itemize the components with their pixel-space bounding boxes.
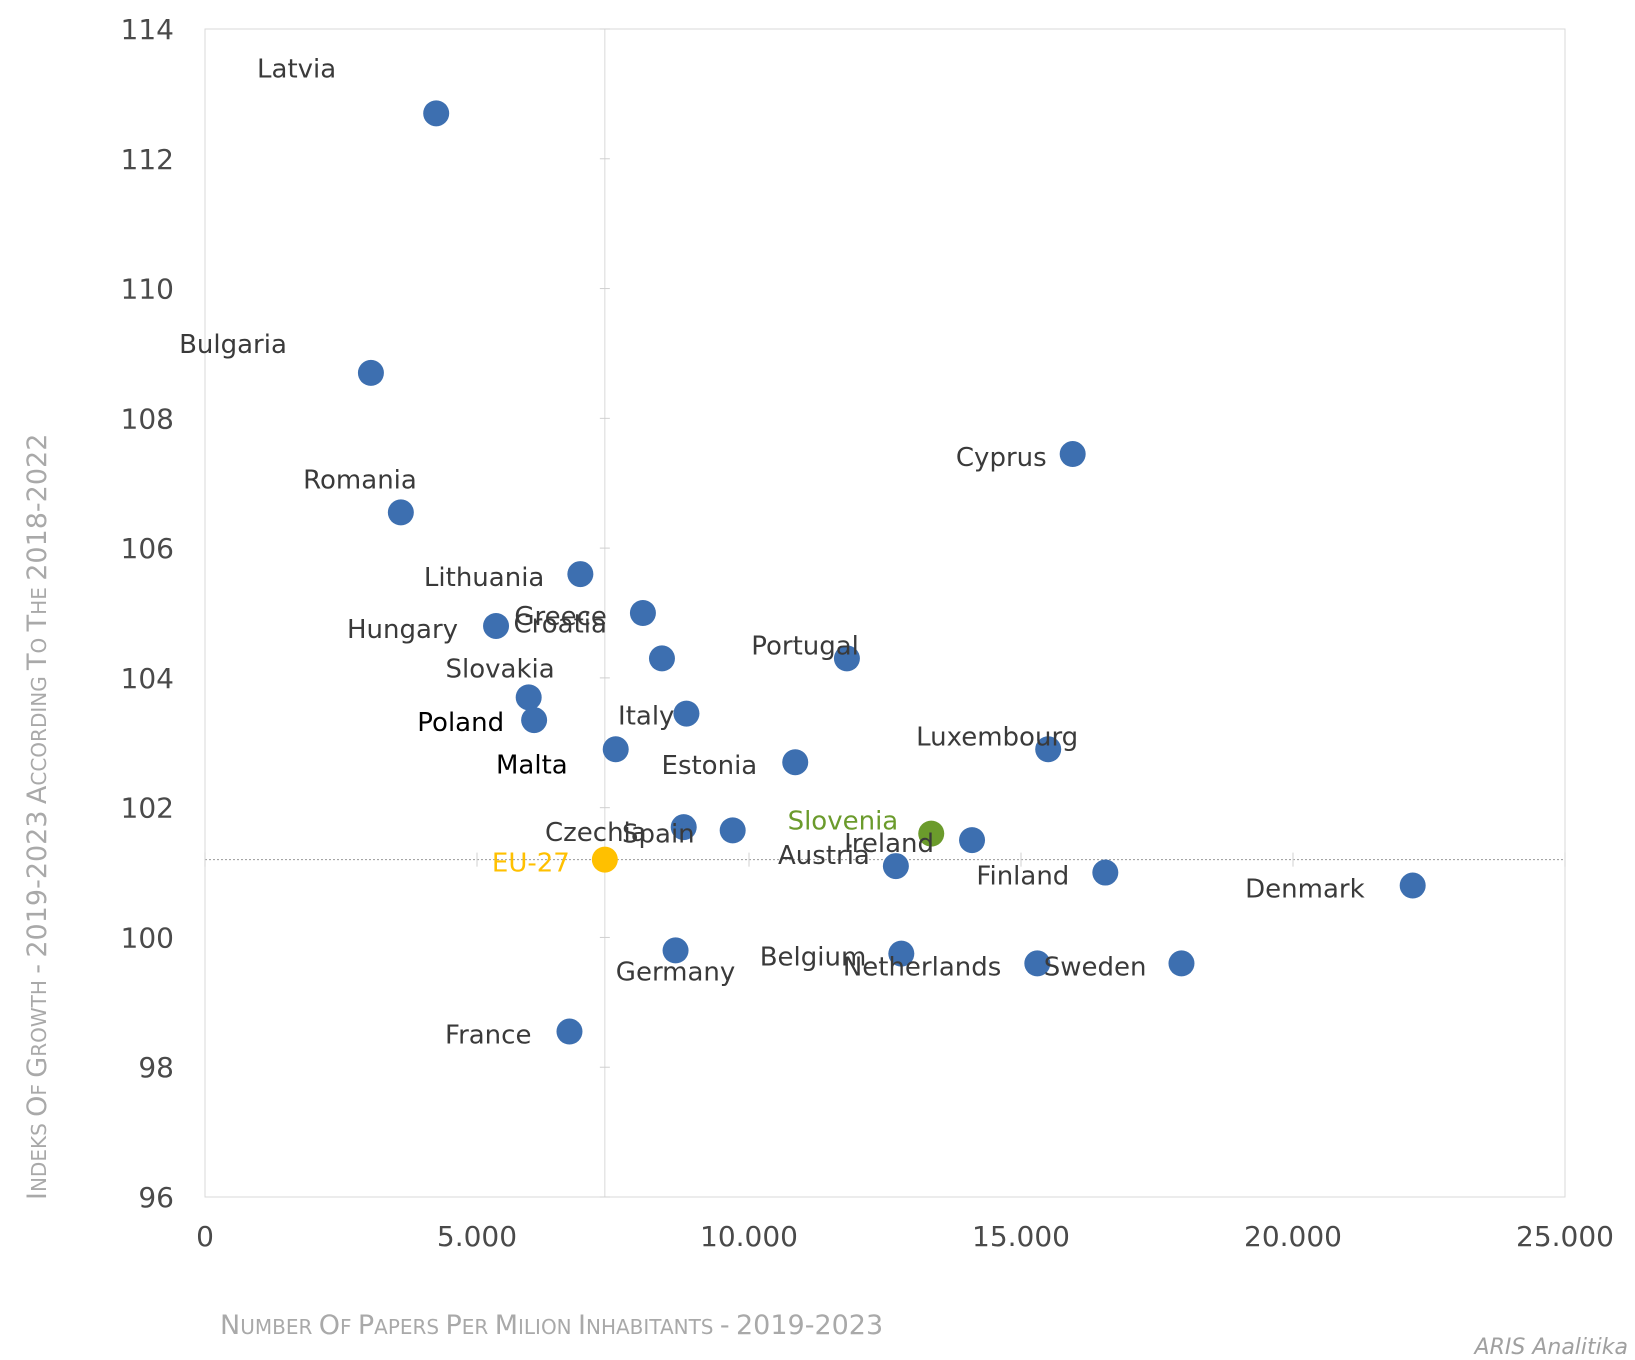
point-italy — [673, 700, 700, 727]
label-slovenia: Slovenia — [788, 807, 899, 837]
y-tick-label: 110 — [121, 273, 174, 306]
label-hungary: Hungary — [347, 615, 458, 645]
y-tick-label: 102 — [121, 792, 174, 825]
x-tick-label: 15.000 — [972, 1220, 1070, 1253]
point-poland — [521, 707, 548, 734]
plot-area — [204, 28, 1566, 1198]
data-points — [357, 100, 1426, 1045]
point-spain — [719, 817, 746, 844]
label-poland: Poland — [417, 708, 504, 738]
label-portugal: Portugal — [751, 631, 859, 661]
point-czechia — [670, 814, 697, 841]
point-romania — [387, 499, 414, 526]
y-tick-label: 96 — [138, 1181, 174, 1214]
point-estonia — [782, 749, 809, 776]
point-cyprus — [1059, 441, 1086, 468]
label-cyprus: Cyprus — [956, 443, 1047, 473]
label-austria: Austria — [778, 841, 870, 871]
label-czechia: Czechia — [545, 818, 647, 848]
y-tick-label: 106 — [121, 532, 174, 565]
label-malta: Malta — [496, 750, 568, 780]
label-latvia: Latvia — [257, 54, 336, 84]
credit-text: ARIS Analitika — [1473, 1335, 1628, 1360]
y-tick-label: 100 — [121, 921, 174, 954]
point-denmark — [1399, 872, 1426, 899]
y-axis-title: INDEKS OF GROWTH - 2019-2023 ACCORDING T… — [22, 434, 53, 1200]
point-malta — [602, 736, 629, 763]
y-tick-label: 112 — [121, 143, 174, 176]
label-croatia: Croatia — [513, 609, 606, 639]
label-ireland: Ireland — [844, 829, 934, 859]
point-croatia — [648, 645, 675, 672]
point-slovenia — [918, 820, 945, 847]
y-tick-label: 104 — [121, 662, 174, 695]
y-tick-label: 98 — [138, 1051, 174, 1084]
point-netherlands — [1024, 950, 1051, 977]
point-greece — [629, 600, 656, 626]
x-axis-title: NUMBER OF PAPERS PER MILION INHABITANTS … — [220, 1310, 883, 1341]
y-axis-ticks: 96 98 100 102 104 106 108 110 112 114 — [121, 13, 174, 1214]
label-denmark: Denmark — [1245, 875, 1365, 905]
point-slovakia — [515, 684, 542, 711]
x-tick-label: 10.000 — [700, 1220, 798, 1253]
point-france — [556, 1018, 583, 1045]
label-romania: Romania — [303, 465, 417, 495]
label-germany: Germany — [616, 957, 736, 987]
point-hungary — [483, 612, 510, 639]
label-belgium: Belgium — [760, 943, 867, 973]
x-tick-label: 25.000 — [1516, 1220, 1614, 1253]
label-luxembourg: Luxembourg — [916, 722, 1078, 752]
label-lithuania: Lithuania — [424, 563, 544, 593]
label-estonia: Estonia — [662, 751, 758, 781]
label-slovakia: Slovakia — [446, 654, 555, 684]
label-greece: Greece — [514, 602, 607, 632]
point-lithuania — [567, 561, 594, 588]
label-italy: Italy — [618, 702, 674, 732]
label-bulgaria: Bulgaria — [179, 330, 287, 360]
x-axis-ticks: 0 5.000 10.000 15.000 20.000 25.000 — [196, 1220, 1614, 1253]
label-netherlands: Netherlands — [843, 952, 1002, 982]
x-tick-label: 20.000 — [1244, 1220, 1342, 1253]
label-eu-27: EU-27 — [492, 849, 570, 879]
x-tick-label: 5.000 — [437, 1220, 517, 1253]
point-sweden — [1168, 950, 1195, 977]
point-austria — [882, 853, 909, 880]
label-spain: Spain — [622, 819, 695, 849]
x-tick-label: 0 — [196, 1220, 214, 1253]
point-finland — [1092, 859, 1119, 886]
label-finland: Finland — [976, 862, 1069, 892]
point-germany — [662, 937, 689, 964]
point-latvia — [423, 100, 450, 127]
point-bulgaria — [357, 359, 384, 386]
label-sweden: Sweden — [1044, 952, 1147, 982]
point-eu-27 — [591, 846, 618, 873]
point-luxembourg — [1035, 736, 1062, 763]
label-france: France — [445, 1021, 531, 1051]
y-tick-label: 108 — [121, 402, 174, 435]
point-labels: Latvia Bulgaria Romania Cyprus Lithuania Gree… — [179, 54, 1365, 1050]
point-portugal — [833, 645, 860, 672]
y-tick-label: 114 — [121, 13, 174, 46]
point-ireland — [959, 827, 986, 854]
point-belgium — [888, 940, 915, 967]
